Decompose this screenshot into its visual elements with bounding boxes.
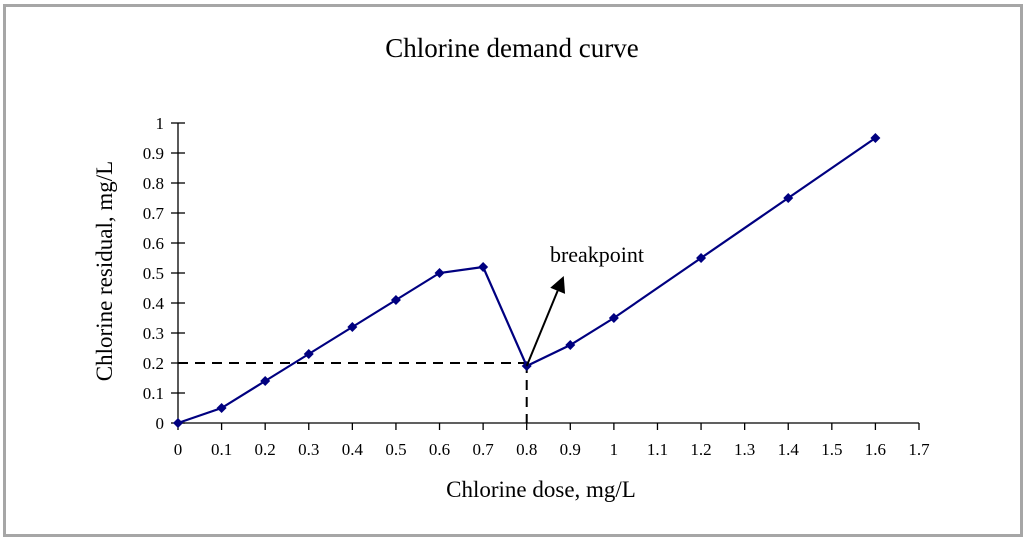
x-tick-label: 0.6 xyxy=(429,440,450,459)
diamond-marker xyxy=(260,376,271,386)
x-tick-label: 0.1 xyxy=(211,440,232,459)
y-tick-label: 0.2 xyxy=(143,354,164,373)
breakpoint-label: breakpoint xyxy=(550,242,644,267)
arrow-head-icon xyxy=(550,276,566,294)
x-tick-label: 1.7 xyxy=(908,440,930,459)
diamond-marker xyxy=(783,193,794,203)
diamond-marker xyxy=(608,313,619,323)
diamond-marker xyxy=(870,133,881,143)
y-tick-label: 0.8 xyxy=(143,174,164,193)
x-tick-label: 1.2 xyxy=(690,440,711,459)
diamond-marker xyxy=(478,262,489,272)
x-tick-label: 1.6 xyxy=(865,440,886,459)
y-tick-label: 1 xyxy=(156,114,165,133)
reference-lines xyxy=(178,362,528,423)
y-tick-label: 0.5 xyxy=(143,264,164,283)
data-series xyxy=(173,133,881,428)
x-tick-label: 0.9 xyxy=(560,440,581,459)
y-tick-label: 0.4 xyxy=(143,294,165,313)
diamond-marker xyxy=(390,295,401,305)
x-tick-label: 0.7 xyxy=(472,440,494,459)
x-axis-label: Chlorine dose, mg/L xyxy=(446,477,636,502)
x-tick-label: 1.5 xyxy=(821,440,842,459)
x-tick-label: 0 xyxy=(174,440,183,459)
diamond-marker xyxy=(696,253,707,263)
x-tick-label: 0.2 xyxy=(255,440,276,459)
chart-title: Chlorine demand curve xyxy=(385,33,638,63)
x-tick-label: 1.1 xyxy=(647,440,668,459)
diamond-marker xyxy=(216,403,227,413)
diamond-marker xyxy=(173,418,183,428)
y-axis-label: Chlorine residual, mg/L xyxy=(92,161,117,381)
y-tick-label: 0.1 xyxy=(143,384,164,403)
y-tick-label: 0 xyxy=(156,414,165,433)
x-tick-label: 0.4 xyxy=(342,440,364,459)
diamond-marker xyxy=(347,322,358,332)
x-tick-label: 0.5 xyxy=(385,440,406,459)
x-tick-label: 1 xyxy=(610,440,619,459)
y-tick-label: 0.3 xyxy=(143,324,164,343)
annotations: breakpoint xyxy=(525,242,644,367)
x-tick-label: 0.3 xyxy=(298,440,319,459)
diamond-marker xyxy=(565,340,576,350)
x-tick-label: 1.3 xyxy=(734,440,755,459)
diamond-marker xyxy=(303,349,314,359)
chart-frame xyxy=(3,4,1023,537)
x-tick-label: 1.4 xyxy=(778,440,800,459)
diamond-marker xyxy=(434,268,445,278)
y-tick-label: 0.7 xyxy=(143,204,165,223)
series-line xyxy=(177,137,877,425)
axes: 0 0.1 0.2 0.3 0.4 0.5 0.6 0.7 0.8 0.9 1 1.1 1.2 1.3 1.… xyxy=(143,114,930,459)
y-tick-label: 0.6 xyxy=(143,234,164,253)
y-tick-label: 0.9 xyxy=(143,144,164,163)
breakpoint-arrow-shaft xyxy=(525,290,559,367)
x-tick-label: 0.8 xyxy=(516,440,537,459)
